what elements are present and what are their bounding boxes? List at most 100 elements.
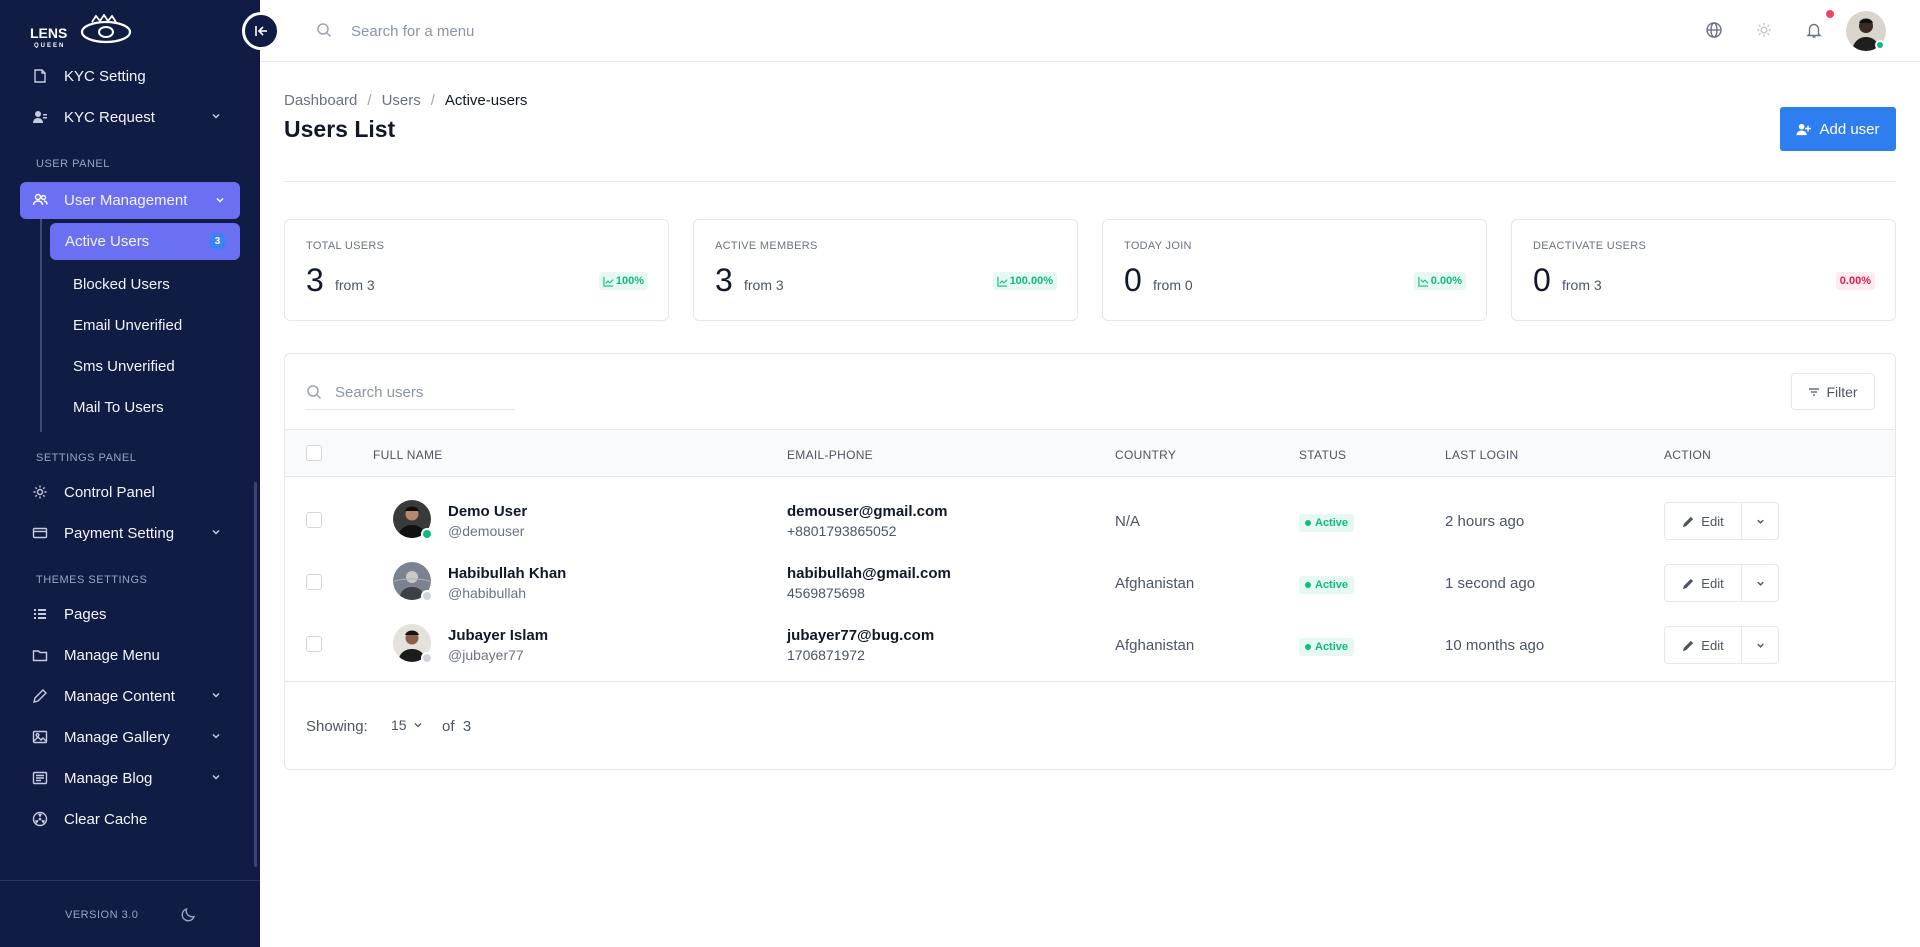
user-username: @demouser [448, 523, 525, 539]
stat-label: DEACTIVATE USERS [1533, 240, 1647, 252]
sidebar-item-pages[interactable]: Pages [0, 594, 260, 635]
avatar-image [393, 624, 431, 662]
image-icon [32, 730, 48, 744]
action-dropdown-button[interactable] [1741, 502, 1779, 540]
topbar [260, 0, 1920, 62]
column-header-status[interactable]: STATUS [1299, 448, 1347, 462]
chevron-down-icon [212, 774, 220, 780]
avatar [393, 624, 431, 662]
sidebar-item-sms-unverified[interactable]: Sms Unverified [50, 346, 260, 387]
stat-percent: 100% [615, 275, 644, 287]
pencil-icon [33, 689, 47, 703]
breadcrumb: Dashboard / Users / Active-users [284, 92, 527, 109]
sidebar-scrollbar[interactable] [254, 482, 257, 867]
avatar-image [1846, 11, 1886, 51]
user-last-login: 10 months ago [1445, 637, 1545, 654]
users-search-input[interactable] [305, 376, 515, 410]
user-email: demouser@gmail.com [787, 503, 948, 520]
action-dropdown-button[interactable] [1741, 626, 1779, 664]
sidebar-item-label: Blocked Users [73, 276, 170, 293]
select-all-checkbox[interactable] [306, 445, 322, 461]
profile-avatar[interactable] [1846, 11, 1886, 51]
sidebar-item-user-management[interactable]: User Management [20, 182, 240, 219]
sidebar-item-mail-to-users[interactable]: Mail To Users [50, 387, 260, 428]
sidebar-item-manage-gallery[interactable]: Manage Gallery [0, 717, 260, 758]
globe-icon[interactable] [1705, 21, 1723, 39]
moon-icon[interactable] [180, 905, 198, 923]
user-username: @habibullah [448, 585, 527, 601]
row-checkbox[interactable] [306, 512, 322, 528]
row-checkbox[interactable] [306, 636, 322, 652]
brand-logo[interactable]: LENS QUEEN [28, 13, 138, 49]
user-last-login: 1 second ago [1445, 575, 1536, 592]
sidebar-item-kyc-setting[interactable]: KYC Setting [0, 56, 260, 97]
user-management-subnav: Active Users 3 Blocked Users Email Unver… [40, 219, 260, 432]
section-title-settings-panel: SETTINGS PANEL [36, 452, 137, 464]
column-header-last-login[interactable]: LAST LOGIN [1445, 448, 1519, 462]
list-icon [34, 609, 46, 619]
sidebar-item-clear-cache[interactable]: Clear Cache [0, 799, 260, 840]
table-row: Jubayer Islam @jubayer77 jubayer77@bug.c… [285, 609, 1895, 671]
edit-button[interactable]: Edit [1664, 502, 1742, 540]
sidebar-item-active-users[interactable]: Active Users 3 [50, 223, 240, 260]
gear-icon [33, 485, 47, 499]
sidebar-item-label: Email Unverified [73, 317, 183, 334]
row-checkbox[interactable] [306, 574, 322, 590]
per-page-select[interactable]: 15 [391, 717, 423, 733]
breadcrumb-dashboard[interactable]: Dashboard [284, 92, 358, 109]
pencil-icon [1683, 640, 1694, 651]
user-full-name[interactable]: Habibullah Khan [448, 565, 567, 582]
collapse-sidebar-button[interactable] [242, 12, 280, 50]
sidebar-item-control-panel[interactable]: Control Panel [0, 472, 260, 513]
sidebar-item-kyc-request[interactable]: KYC Request [0, 97, 260, 138]
radiation-icon [32, 811, 48, 827]
user-full-name[interactable]: Jubayer Islam [448, 627, 549, 644]
action-dropdown-button[interactable] [1741, 564, 1779, 602]
menu-search-input[interactable] [351, 20, 651, 42]
user-email: jubayer77@bug.com [787, 627, 935, 644]
stat-label: ACTIVE MEMBERS [715, 240, 818, 252]
add-user-button[interactable]: Add user [1780, 107, 1896, 151]
sidebar-item-label: KYC Request [64, 109, 155, 126]
table-row: Habibullah Khan @habibullah habibullah@g… [285, 547, 1895, 609]
column-header-country[interactable]: COUNTRY [1115, 448, 1177, 462]
sidebar-item-email-unverified[interactable]: Email Unverified [50, 305, 260, 346]
user-email: habibullah@gmail.com [787, 565, 951, 582]
column-header-email-phone[interactable]: EMAIL-PHONE [787, 448, 873, 462]
breadcrumb-users[interactable]: Users [381, 92, 421, 109]
stat-percent-badge: 100.00% [992, 272, 1057, 290]
sidebar-item-blocked-users[interactable]: Blocked Users [50, 264, 260, 305]
trend-up-icon [603, 276, 614, 287]
user-full-name[interactable]: Demo User [448, 503, 528, 520]
stat-percent-badge: 0.00% [1413, 272, 1466, 290]
status-text: Active [1315, 641, 1349, 653]
document-icon [34, 69, 46, 83]
user-username: @jubayer77 [448, 647, 524, 663]
users-icon [32, 193, 48, 206]
gear-icon[interactable] [1755, 21, 1773, 39]
total-count: 3 [462, 718, 472, 735]
column-header-action: ACTION [1664, 448, 1712, 462]
sidebar-item-label: User Management [64, 192, 188, 209]
sidebar-item-manage-blog[interactable]: Manage Blog [0, 758, 260, 799]
sidebar-item-manage-content[interactable]: Manage Content [0, 676, 260, 717]
sidebar-item-label: Manage Gallery [64, 729, 170, 746]
sidebar-item-label: Manage Blog [64, 770, 153, 787]
chevron-down-icon [1756, 581, 1764, 586]
sidebar-item-payment-setting[interactable]: Payment Setting [0, 513, 260, 554]
edit-button[interactable]: Edit [1664, 564, 1742, 602]
sidebar-item-manage-menu[interactable]: Manage Menu [0, 635, 260, 676]
edit-label: Edit [1701, 575, 1724, 591]
sidebar-nav: KYC Setting KYC Request USER PANEL User … [0, 56, 260, 840]
online-status-dot [421, 528, 433, 540]
stat-from: from 3 [335, 277, 375, 293]
column-header-full-name[interactable]: FULL NAME [373, 448, 443, 462]
edit-label: Edit [1701, 637, 1724, 653]
sidebar-item-label: Manage Menu [64, 647, 160, 664]
bell-icon[interactable] [1805, 21, 1823, 39]
sidebar-item-label: Active Users [65, 233, 150, 250]
sidebar-item-label: Mail To Users [73, 399, 164, 416]
newspaper-icon [32, 771, 48, 785]
edit-button[interactable]: Edit [1664, 626, 1742, 664]
filter-button[interactable]: Filter [1791, 373, 1875, 410]
